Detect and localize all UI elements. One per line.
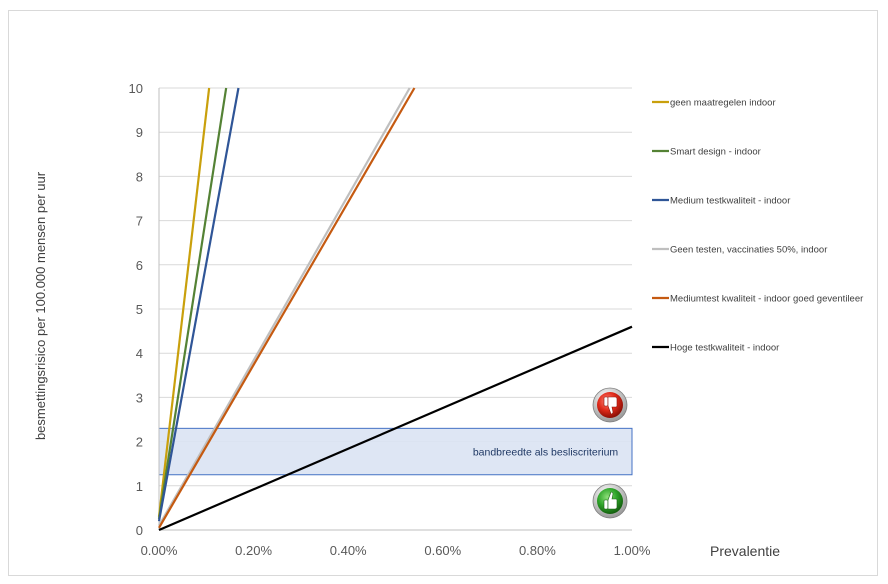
chart-frame bbox=[8, 10, 878, 576]
legend-label: Medium testkwaliteit - indoor bbox=[670, 196, 790, 207]
series-line bbox=[157, 87, 228, 520]
y-tick-label: 2 bbox=[136, 435, 143, 450]
y-tick-label: 10 bbox=[129, 81, 143, 96]
band-label: bandbreedte als besliscriterium bbox=[473, 447, 619, 459]
x-tick-label: 0.20% bbox=[235, 543, 272, 558]
series-line bbox=[158, 325, 633, 532]
x-tick-label: 0.40% bbox=[330, 543, 367, 558]
legend-label: geen maatregelen indoor bbox=[670, 98, 776, 109]
thumbs-down-icon bbox=[592, 387, 628, 423]
x-axis-label: Prevalentie bbox=[710, 543, 780, 559]
y-tick-label: 9 bbox=[136, 125, 143, 140]
x-tick-label: 1.00% bbox=[614, 543, 651, 558]
tick-labels: 0 1 2 3 4 5 6 7 8 9 10 0.00% 0.20% 0.40% 0.60% 0.80% 1.0… bbox=[129, 81, 651, 558]
x-tick-label: 0.80% bbox=[519, 543, 556, 558]
legend: geen maatregelen indoor Smart design - in… bbox=[652, 98, 863, 354]
axes bbox=[158, 88, 632, 531]
y-tick-label: 1 bbox=[136, 479, 143, 494]
series-line bbox=[158, 87, 416, 529]
y-tick-label: 7 bbox=[136, 214, 143, 229]
y-tick-label: 4 bbox=[136, 346, 143, 361]
legend-label: Mediumtest kwaliteit - indoor goed geven… bbox=[670, 294, 863, 305]
series-line bbox=[157, 87, 240, 522]
y-tick-label: 0 bbox=[136, 523, 143, 538]
y-tick-label: 6 bbox=[136, 258, 143, 273]
y-axis-label: besmettingsrisico per 100.000 mensen per… bbox=[33, 171, 48, 440]
x-tick-label: 0.00% bbox=[141, 543, 178, 558]
series-lines bbox=[157, 87, 633, 532]
decision-band: bandbreedte als besliscriterium bbox=[158, 427, 633, 476]
legend-label: Geen testen, vaccinaties 50%, indoor bbox=[670, 245, 827, 256]
x-tick-label: 0.60% bbox=[424, 543, 461, 558]
y-tick-label: 8 bbox=[136, 169, 143, 184]
gridlines bbox=[159, 87, 632, 487]
legend-label: Hoge testkwaliteit - indoor bbox=[670, 343, 779, 354]
series-line bbox=[158, 87, 411, 527]
thumbs-up-icon bbox=[592, 483, 628, 519]
y-tick-label: 5 bbox=[136, 302, 143, 317]
series-line bbox=[157, 87, 211, 517]
y-tick-label: 3 bbox=[136, 390, 143, 405]
legend-label: Smart design - indoor bbox=[670, 147, 761, 158]
